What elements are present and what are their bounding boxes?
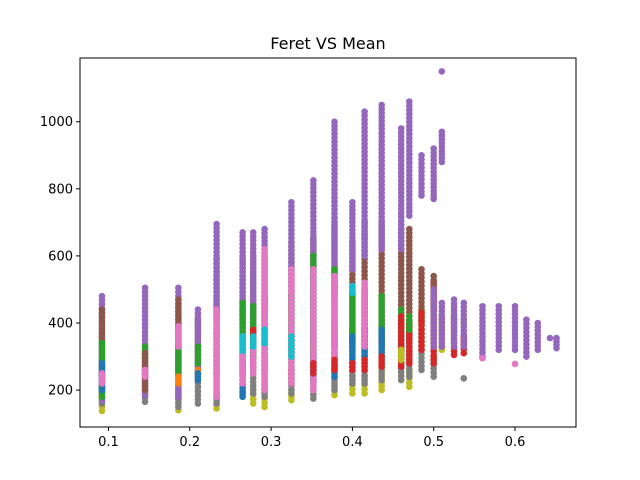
scatter-point — [378, 101, 385, 109]
scatter-point — [511, 302, 519, 310]
scatter-point — [239, 229, 246, 236]
scatter-point — [378, 353, 385, 360]
scatter-point — [331, 118, 338, 126]
scatter-point — [406, 313, 413, 320]
x-tick-label: 0.2 — [179, 435, 200, 450]
x-tick-label: 0.5 — [423, 435, 444, 450]
data-points — [98, 68, 560, 415]
scatter-point — [378, 292, 385, 300]
scatter-point — [349, 359, 356, 367]
scatter-point — [361, 279, 368, 287]
y-axis-ticks: 200 400 600 800 1000 — [40, 115, 80, 399]
scatter-point — [175, 373, 182, 380]
scatter-point — [249, 302, 257, 310]
scatter-point — [288, 198, 295, 206]
scatter-point — [349, 282, 356, 290]
scatter-point — [261, 326, 268, 334]
scatter-point — [331, 356, 338, 364]
plot-frame — [79, 57, 577, 428]
scatter-point — [239, 299, 246, 307]
scatter-point — [397, 125, 405, 132]
scatter-point — [98, 306, 106, 313]
scatter-point — [331, 266, 338, 273]
scatter-point — [249, 229, 257, 236]
scatter-point — [534, 319, 542, 327]
scatter-point — [460, 375, 468, 382]
scatter-point — [406, 98, 413, 105]
scatter-point — [249, 333, 257, 340]
scatter-point — [331, 272, 338, 280]
chart-title: Feret VS Mean — [270, 34, 385, 53]
y-tick-label: 600 — [48, 249, 73, 264]
scatter-point — [261, 245, 268, 253]
y-tick-label: 1000 — [40, 115, 73, 130]
scatter-point — [261, 225, 268, 233]
scatter-point — [98, 359, 106, 367]
scatter-point — [361, 108, 368, 115]
scatter-point — [553, 334, 560, 342]
scatter-point — [430, 286, 438, 293]
scatter-point — [239, 353, 246, 360]
scatter-point — [141, 349, 149, 357]
scatter-point — [397, 346, 405, 354]
scatter-point — [98, 292, 106, 300]
x-tick-label: 0.1 — [98, 435, 119, 450]
scatter-point — [430, 272, 438, 280]
x-tick-label: 0.4 — [342, 435, 363, 450]
scatter-point — [438, 128, 446, 136]
scatter-point — [175, 284, 182, 292]
scatter-point — [310, 266, 317, 273]
scatter-point — [98, 370, 106, 377]
scatter-point — [430, 145, 438, 152]
scatter-point — [141, 284, 149, 292]
scatter-point — [194, 343, 202, 350]
scatter-point — [310, 177, 317, 184]
scatter-point — [249, 326, 257, 334]
scatter-point — [194, 306, 202, 313]
scatter-point — [397, 306, 405, 313]
scatter-point — [438, 299, 446, 307]
scatter-point — [397, 313, 405, 320]
scatter-point — [213, 220, 220, 228]
scatter-point — [361, 356, 368, 364]
scatter-point — [175, 323, 182, 330]
scatter-point — [310, 252, 317, 260]
scatter-point — [141, 343, 149, 350]
scatter-point — [141, 366, 149, 374]
scatter-point — [175, 296, 182, 303]
y-tick-label: 200 — [48, 384, 73, 399]
x-tick-label: 0.3 — [261, 435, 282, 450]
scatter-point — [194, 370, 202, 377]
y-tick-label: 400 — [48, 317, 73, 332]
scatter-point — [349, 333, 356, 340]
scatter-point — [418, 266, 425, 273]
scatter-point — [288, 266, 295, 273]
scatter-point — [310, 359, 317, 367]
scatter-point — [438, 68, 446, 75]
scatter-point — [349, 198, 356, 206]
y-tick-label: 800 — [48, 182, 73, 197]
x-axis-ticks: 0.1 0.2 0.3 0.4 0.5 0.6 — [98, 427, 525, 450]
scatter-point — [523, 316, 530, 323]
scatter-point — [418, 151, 425, 159]
scatter-point — [418, 309, 425, 317]
scatter-point — [378, 326, 385, 334]
scatter-point — [213, 306, 220, 313]
scatter-point — [239, 333, 246, 340]
x-tick-label: 0.6 — [505, 435, 526, 450]
scatter-point — [479, 302, 486, 310]
scatter-point — [406, 225, 413, 233]
scatter-point — [460, 299, 468, 307]
scatter-point — [495, 302, 503, 310]
scatter-point — [450, 296, 458, 303]
scatter-point — [511, 360, 519, 368]
scatter-point — [479, 354, 486, 362]
scatter-point — [288, 333, 295, 340]
scatter-point — [546, 334, 554, 342]
scatter-point — [98, 339, 106, 347]
